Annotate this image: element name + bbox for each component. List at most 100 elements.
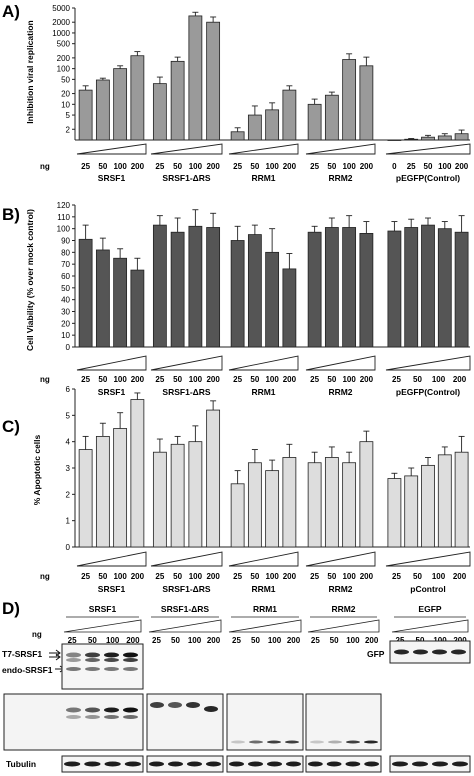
band-t7-tag: [123, 715, 138, 719]
y-tick-label: 2: [66, 125, 71, 134]
dose-wedge: [150, 551, 223, 567]
band-tubulin: [104, 761, 121, 767]
dose-label: 25: [310, 572, 319, 581]
y-tick-label: 10: [61, 100, 70, 109]
bar: [342, 227, 357, 348]
dose-label: 200: [131, 162, 145, 171]
dose-label: 25: [233, 162, 242, 171]
band-tubulin: [308, 761, 323, 767]
dose-label: 25: [155, 162, 164, 171]
dose-wedge: [228, 143, 299, 155]
bar: [324, 227, 339, 348]
band-t7-srsf1: [104, 658, 119, 662]
band-gfp: [451, 649, 466, 655]
bar: [421, 136, 435, 141]
blot-dose-label: 50: [171, 636, 180, 645]
band-t7-srsf1: [123, 658, 138, 662]
blot-dose-unit: ng: [32, 630, 42, 639]
dose-wedge: [150, 143, 223, 155]
blot-dose-label: 25: [311, 636, 320, 645]
band-tubulin: [64, 761, 81, 767]
band-t7-tag: [328, 740, 342, 744]
band-tubulin: [345, 761, 361, 767]
y-tick-label: 10: [61, 331, 70, 340]
bar: [454, 451, 469, 548]
band-t7-tag: [364, 740, 378, 744]
dose-label: 50: [173, 572, 182, 581]
bar: [437, 228, 452, 348]
dose-label: 25: [310, 162, 319, 171]
bar: [342, 462, 357, 548]
blot-frame-t7-tag: [226, 693, 304, 751]
western-blot: SRSF1 25 50 100 200 SRSF1-ΔRS 25 50 100 200 RRM1 25…: [2, 604, 471, 773]
dose-label: 100: [432, 572, 446, 581]
dose-label: 25: [407, 162, 416, 171]
blot-group-label: RRM2: [331, 604, 355, 614]
dose-unit-label: ng: [40, 572, 50, 581]
y-tick-label: 100: [57, 225, 71, 234]
dose-unit-label: ng: [40, 162, 50, 171]
bar: [282, 457, 297, 548]
dose-label: 25: [392, 375, 401, 384]
bar: [247, 234, 262, 348]
band-t7-tag: [186, 702, 200, 708]
bar: [130, 55, 145, 141]
band-t7-tag: [231, 740, 245, 744]
dose-label: 50: [250, 572, 259, 581]
dose-label: 200: [283, 375, 297, 384]
bar: [307, 462, 322, 548]
dose-label: 200: [206, 375, 220, 384]
bar: [230, 483, 245, 548]
y-tick-label: 5: [66, 411, 71, 420]
dose-label: 50: [98, 162, 107, 171]
blot-dose-label: 200: [126, 636, 140, 645]
bar: [188, 15, 203, 141]
bar: [307, 231, 322, 348]
blot-dose-label: 25: [232, 636, 241, 645]
dose-label: 25: [310, 375, 319, 384]
y-tick-label: 20: [61, 90, 70, 99]
bar: [170, 231, 185, 348]
band-tubulin: [326, 761, 342, 767]
y-tick-label: 50: [61, 284, 70, 293]
dose-label: 50: [173, 375, 182, 384]
dose-label: 200: [206, 162, 220, 171]
blot-dose-label: 100: [188, 636, 202, 645]
bar: [247, 462, 262, 548]
dose-label: 200: [453, 572, 467, 581]
band-tubulin: [84, 761, 101, 767]
y-tick-label: 60: [61, 272, 70, 281]
dose-label: 50: [250, 162, 259, 171]
dose-wedge: [305, 143, 376, 155]
blot-dose-label: 50: [251, 636, 260, 645]
band-t7-tag: [204, 706, 218, 712]
dose-label: 100: [189, 375, 203, 384]
band-tubulin: [267, 761, 282, 767]
y-tick-label: 120: [57, 201, 71, 210]
bar: [421, 464, 435, 548]
bar: [437, 454, 452, 548]
dose-label: 200: [206, 572, 220, 581]
y-tick-label: 1: [66, 517, 71, 526]
dose-wedge: [305, 551, 376, 567]
bar: [454, 231, 469, 348]
dose-label: 25: [81, 162, 90, 171]
dose-label: 100: [189, 162, 203, 171]
bar: [404, 227, 419, 348]
y-tick-label: 6: [66, 385, 71, 394]
y-axis-label: Inhibition viral replication: [25, 20, 35, 123]
dose-label: 25: [233, 572, 242, 581]
band-t7-srsf1: [85, 658, 100, 662]
dose-label: 200: [131, 375, 145, 384]
bar: [130, 269, 145, 348]
dose-label: 100: [113, 572, 127, 581]
group-label: RRM1: [251, 387, 275, 397]
dose-label: 25: [392, 572, 401, 581]
bar: [265, 109, 280, 141]
bar: [404, 138, 419, 141]
group-label: SRSF1: [98, 173, 126, 183]
group-label: pEGFP(Control): [396, 387, 460, 397]
dose-label: 100: [265, 375, 279, 384]
blot-dose-label: 100: [268, 636, 282, 645]
group-label: RRM2: [328, 173, 352, 183]
